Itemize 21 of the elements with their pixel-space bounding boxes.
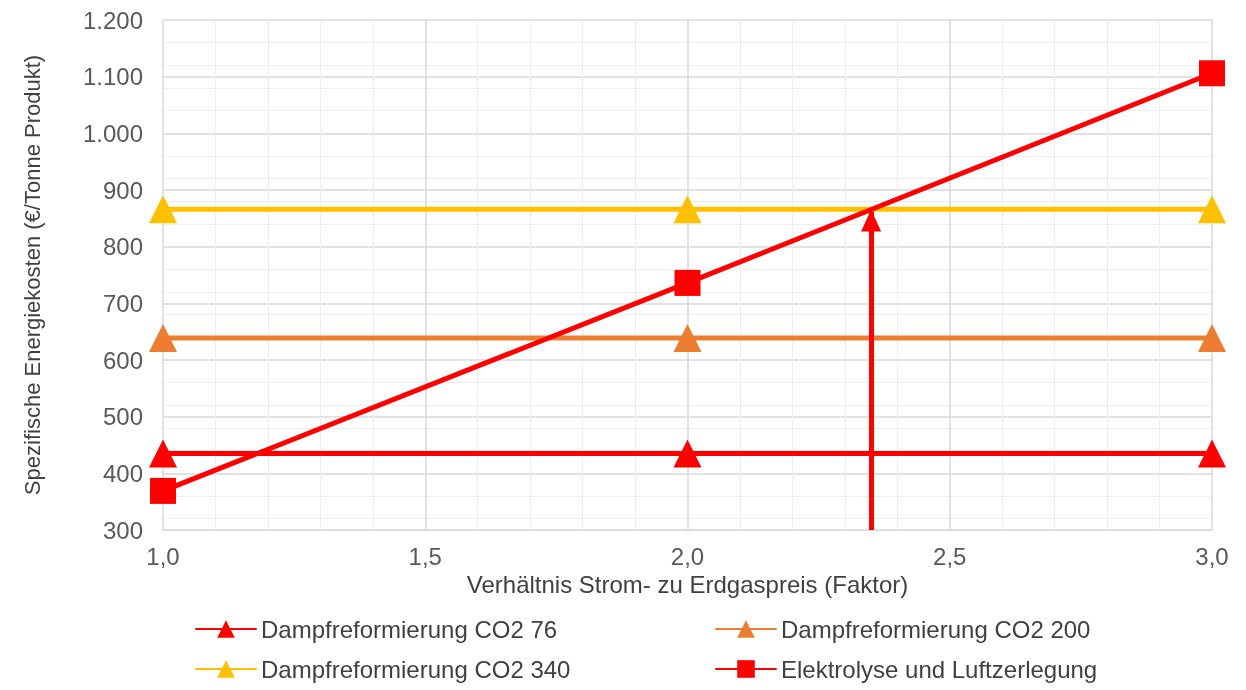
x-tick-label: 1,5 <box>408 542 442 570</box>
y-tick-label: 1.000 <box>82 119 143 147</box>
legend-label: Dampfreformierung CO2 200 <box>781 615 1091 643</box>
y-axis-title: Spezifische Energiekosten (€/Tonne Produkt) <box>19 54 45 496</box>
y-tick-label: 300 <box>102 516 143 544</box>
legend-label: Dampfreformierung CO2 340 <box>261 655 571 683</box>
x-tick-label: 2,0 <box>670 542 705 570</box>
y-tick-label: 500 <box>102 403 143 431</box>
y-tick-label: 1.100 <box>82 63 143 91</box>
y-tick-label: 400 <box>102 459 143 487</box>
legend-label: Dampfreformierung CO2 76 <box>261 615 558 643</box>
x-tick-label: 2,5 <box>933 542 967 570</box>
y-tick-label: 800 <box>102 233 143 261</box>
y-tick-label: 600 <box>102 346 143 374</box>
x-tick-label: 1,0 <box>146 542 180 570</box>
x-axis-title: Verhältnis Strom- zu Erdgaspreis (Faktor) <box>466 571 909 599</box>
y-tick-label: 900 <box>102 176 143 204</box>
y-tick-label: 700 <box>102 289 143 317</box>
legend-label: Elektrolyse und Luftzerlegung <box>781 655 1098 683</box>
x-tick-label: 3,0 <box>1195 542 1229 570</box>
y-tick-label: 1.200 <box>82 6 143 34</box>
